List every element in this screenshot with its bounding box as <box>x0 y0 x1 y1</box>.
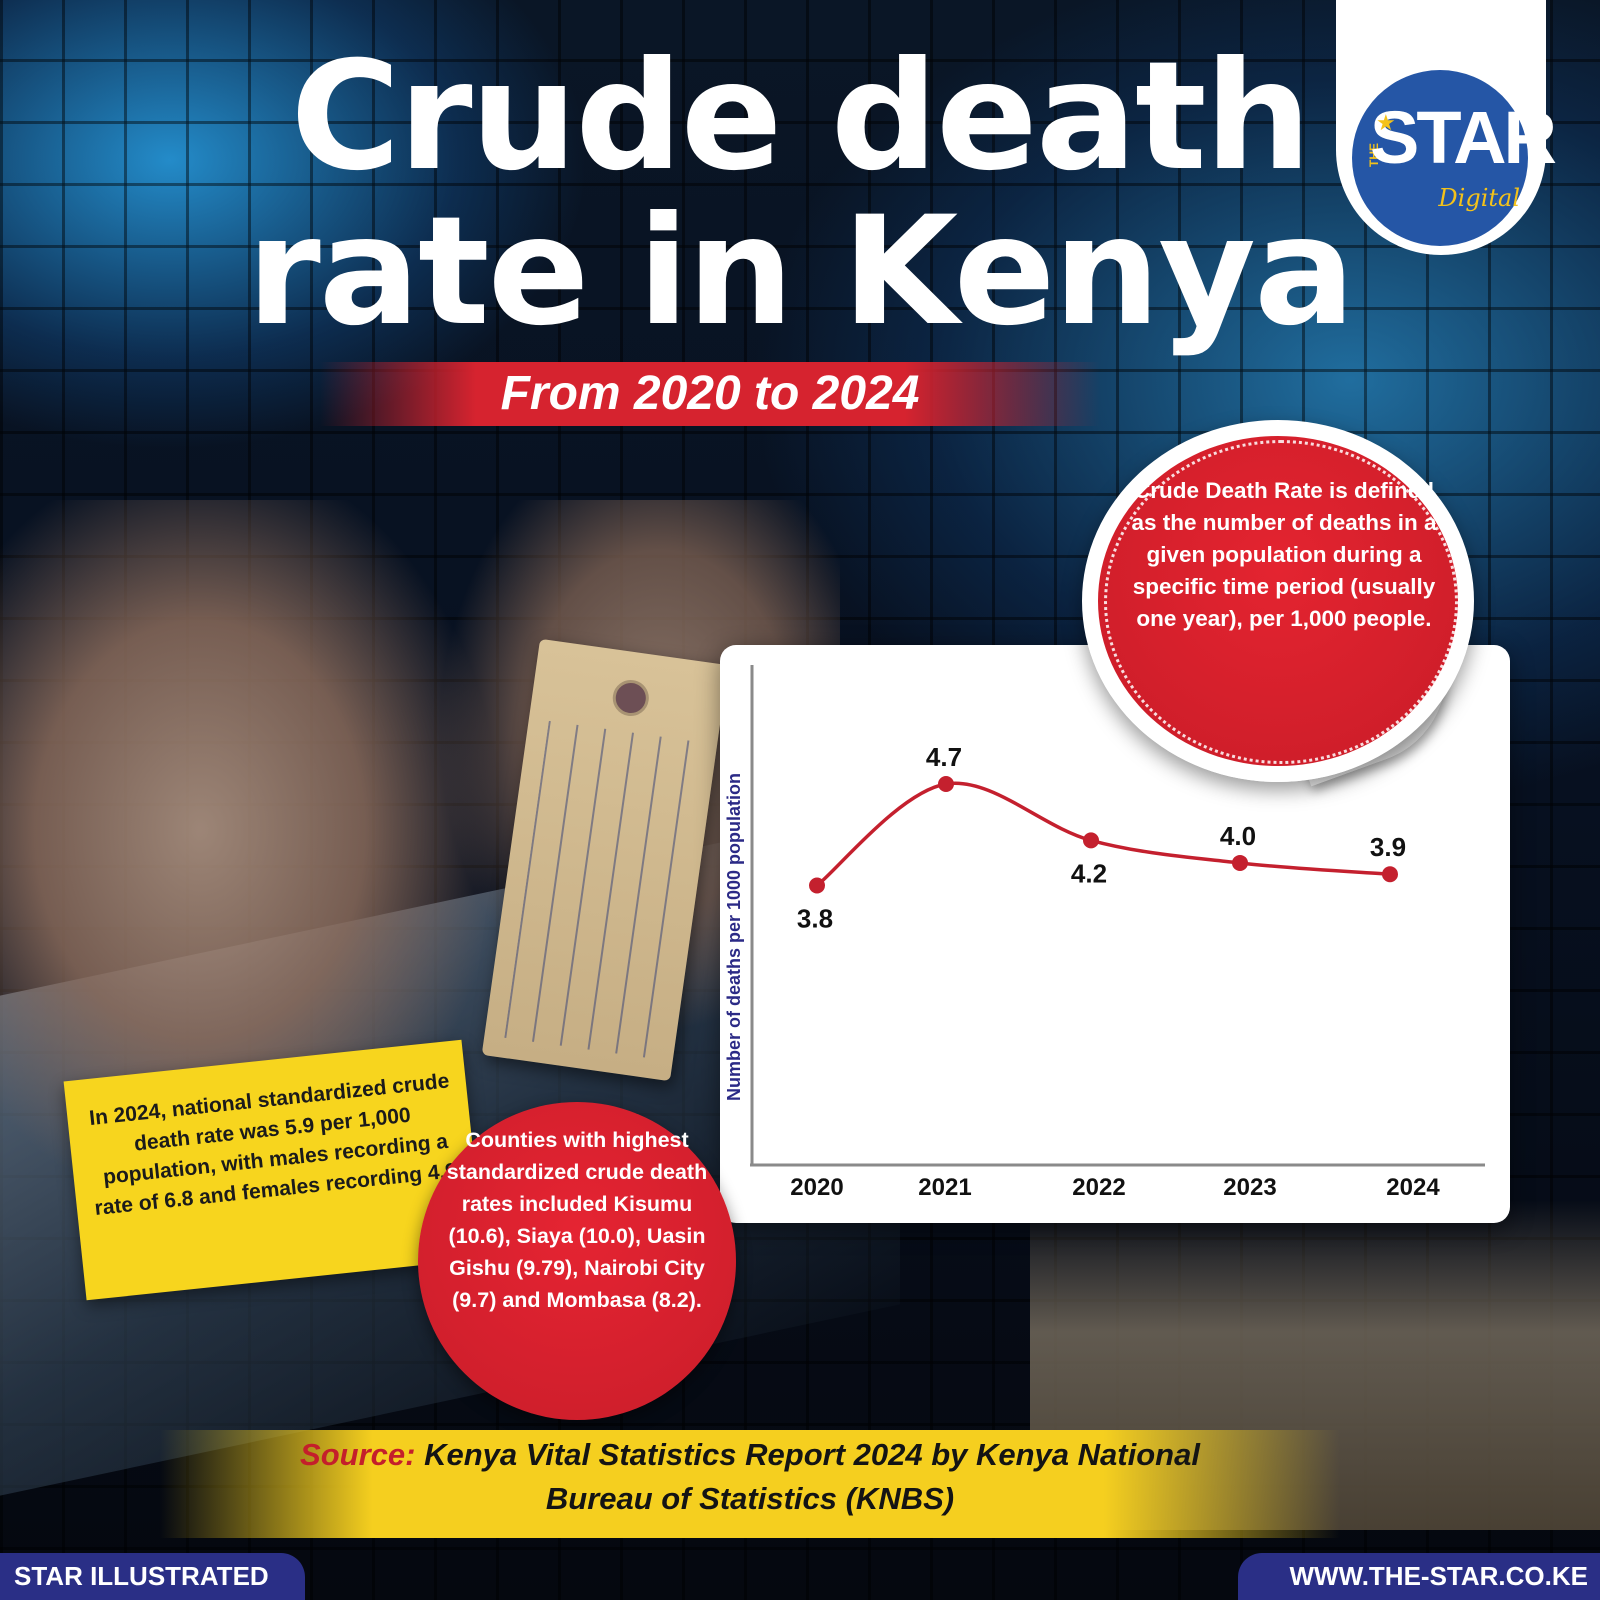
source-label: Source: <box>300 1437 416 1472</box>
data-label-2023: 4.0 <box>1220 821 1256 851</box>
data-point-2022 <box>1083 832 1099 849</box>
data-label-2021: 4.7 <box>926 742 962 772</box>
data-point-2021 <box>938 775 954 792</box>
chart-card: 3.8 4.7 4.2 4.0 3.9 2020 2021 2022 2023 2024 <box>720 645 1510 1223</box>
x-tick-label-2024: 2024 <box>1386 1174 1440 1201</box>
data-point-2020 <box>809 877 825 894</box>
line-chart: 3.8 4.7 4.2 4.0 3.9 2020 2021 2022 2023 2024 <box>750 665 1485 1201</box>
counties-callout-text: Counties with highest standardized crude… <box>446 1128 708 1312</box>
source-banner <box>160 1430 1340 1538</box>
title-line-2: rate in Kenya <box>246 185 1355 359</box>
toe-tag-hole <box>610 677 652 719</box>
data-label-2022: 4.2 <box>1071 858 1107 888</box>
y-axis-label: Number of deaths per 1000 population <box>724 772 744 1102</box>
star-icon: ★ <box>1376 110 1396 135</box>
source-citation: Kenya Vital Statistics Report 2024 by Ke… <box>424 1437 1200 1516</box>
page-title: Crude death rate in Kenya <box>0 40 1600 350</box>
x-tick-label-2022: 2022 <box>1072 1174 1125 1201</box>
x-tick-label-2023: 2023 <box>1223 1174 1276 1201</box>
logo-digital-text: Digital <box>1438 184 1520 212</box>
title-line-1: Crude death <box>290 30 1312 204</box>
footer-star-illustrated: STAR ILLUSTRATED <box>0 1553 305 1600</box>
x-tick-label-2020: 2020 <box>790 1174 843 1201</box>
star-logo <box>1352 70 1528 246</box>
data-label-2024: 3.9 <box>1370 832 1406 862</box>
subtitle-banner <box>320 362 1100 426</box>
definition-text: Crude Death Rate is defined as the numbe… <box>1131 478 1437 631</box>
data-label-2020: 3.8 <box>797 904 833 934</box>
logo-star-text: STAR <box>1370 96 1557 179</box>
data-point-2023 <box>1232 854 1248 871</box>
x-tick-label-2021: 2021 <box>918 1174 971 1201</box>
definition-dotted-ring <box>1104 440 1458 764</box>
toe-tag-lines <box>504 720 698 1059</box>
counties-callout-circle <box>418 1102 736 1420</box>
source-text: Source: Kenya Vital Statistics Report 20… <box>300 1433 1200 1521</box>
subtitle: From 2020 to 2024 <box>500 367 920 420</box>
footer-website-link[interactable]: WWW.THE-STAR.CO.KE <box>1238 1553 1600 1600</box>
data-point-2024 <box>1382 866 1398 883</box>
